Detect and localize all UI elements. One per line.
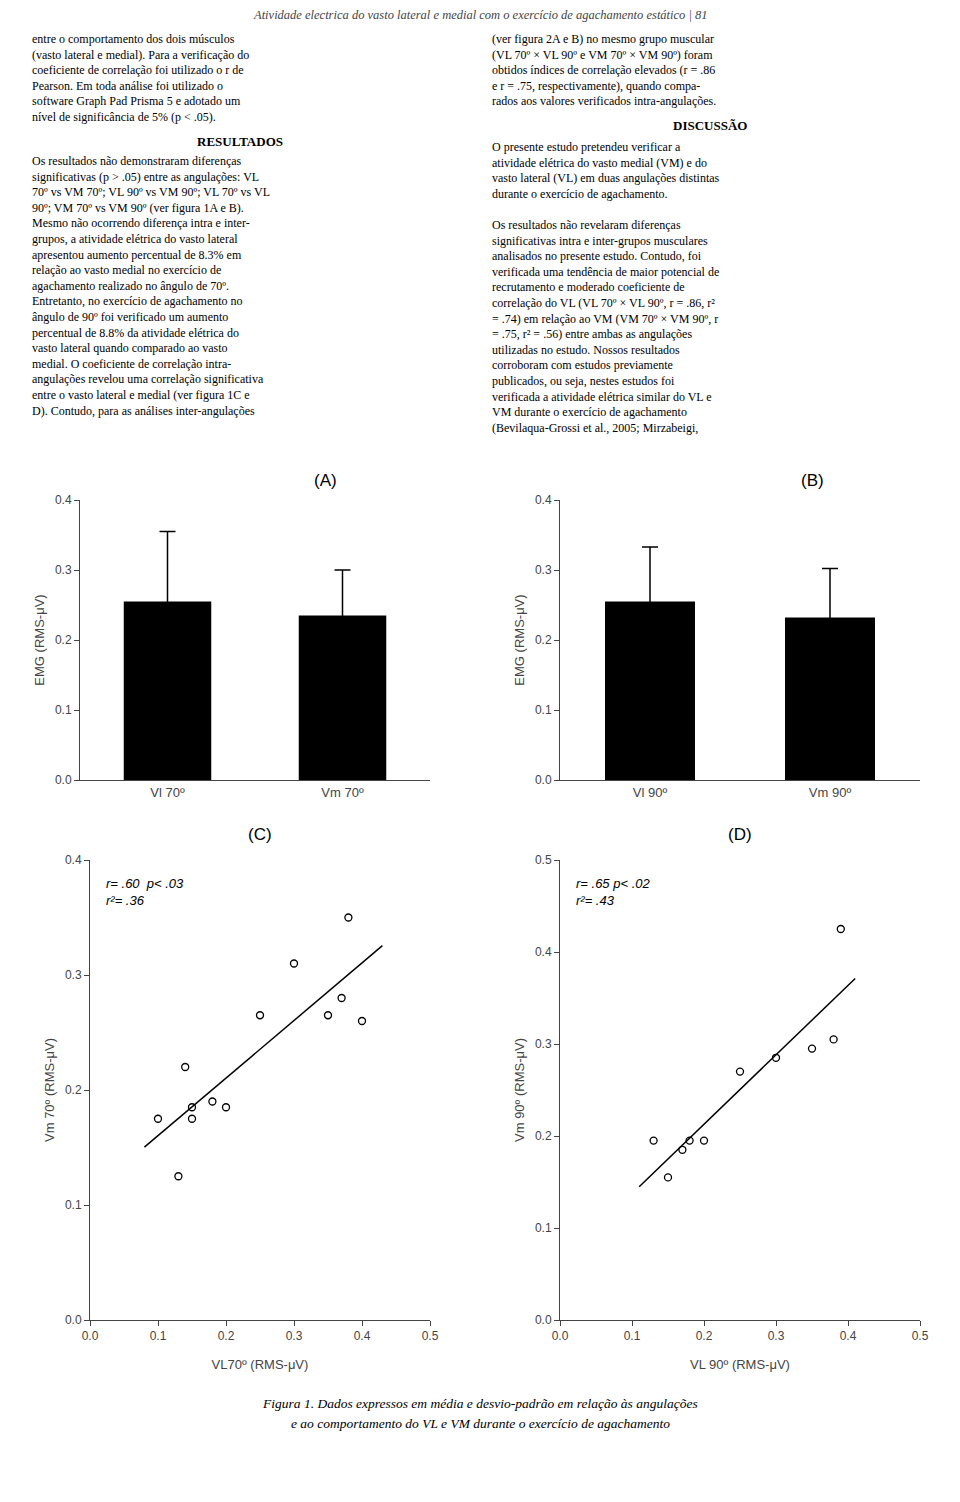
svg-text:(D): (D) (728, 825, 752, 844)
svg-text:0.1: 0.1 (65, 1198, 82, 1212)
svg-text:0.2: 0.2 (55, 633, 72, 647)
svg-text:0.0: 0.0 (65, 1313, 82, 1327)
svg-text:0.3: 0.3 (65, 968, 82, 982)
svg-text:0.4: 0.4 (840, 1329, 857, 1343)
svg-text:0.5: 0.5 (535, 853, 552, 867)
svg-text:(A): (A) (314, 471, 337, 490)
svg-text:0.0: 0.0 (82, 1329, 99, 1343)
svg-text:0.2: 0.2 (218, 1329, 235, 1343)
svg-text:Figura 1. Dados expressos em m: Figura 1. Dados expressos em média e des… (262, 1396, 698, 1411)
svg-text:r= .60 p< .03r²= .36: r= .60 p< .03r²= .36 (106, 876, 184, 908)
svg-text:Vl 70º: Vl 70º (150, 785, 185, 800)
svg-text:e ao comportamento do VL e VM: e ao comportamento do VL e VM durante o … (291, 1416, 670, 1431)
svg-text:(C): (C) (248, 825, 272, 844)
svg-text:0.1: 0.1 (535, 703, 552, 717)
svg-text:0.0: 0.0 (535, 773, 552, 787)
svg-text:0.4: 0.4 (535, 945, 552, 959)
svg-text:0.0: 0.0 (55, 773, 72, 787)
svg-text:DISCUSSÃO: DISCUSSÃO (673, 118, 747, 133)
svg-text:0.3: 0.3 (768, 1329, 785, 1343)
svg-text:EMG (RMS-μV): EMG (RMS-μV) (512, 594, 527, 685)
svg-text:(B): (B) (801, 471, 824, 490)
svg-text:Vm 90º: Vm 90º (809, 785, 852, 800)
svg-text:O presente estudo pretendeu ve: O presente estudo pretendeu verificar aa… (492, 140, 720, 435)
svg-text:0.3: 0.3 (535, 1037, 552, 1051)
svg-text:0.0: 0.0 (552, 1329, 569, 1343)
svg-text:0.5: 0.5 (912, 1329, 929, 1343)
svg-text:0.0: 0.0 (535, 1313, 552, 1327)
svg-text:0.3: 0.3 (286, 1329, 303, 1343)
svg-text:(ver figura 2A e B) no mesmo g: (ver figura 2A e B) no mesmo grupo muscu… (492, 32, 716, 108)
svg-text:VL 90º (RMS-μV): VL 90º (RMS-μV) (690, 1357, 790, 1372)
svg-text:Vl 90º: Vl 90º (633, 785, 668, 800)
svg-text:RESULTADOS: RESULTADOS (197, 134, 283, 149)
svg-text:0.1: 0.1 (150, 1329, 167, 1343)
svg-text:0.4: 0.4 (65, 853, 82, 867)
svg-text:0.4: 0.4 (354, 1329, 371, 1343)
svg-text:0.3: 0.3 (535, 563, 552, 577)
svg-text:0.4: 0.4 (535, 493, 552, 507)
svg-text:Vm 70º: Vm 70º (321, 785, 364, 800)
svg-text:0.2: 0.2 (535, 633, 552, 647)
svg-text:r= .65 p< .02r²= .43: r= .65 p< .02r²= .43 (576, 876, 650, 908)
svg-text:0.1: 0.1 (55, 703, 72, 717)
svg-text:entre o comportamento dos dois: entre o comportamento dos dois músculos(… (32, 32, 249, 124)
svg-text:0.2: 0.2 (535, 1129, 552, 1143)
svg-text:Vm 70º (RMS-μV): Vm 70º (RMS-μV) (42, 1038, 57, 1142)
svg-text:VL70º (RMS-μV): VL70º (RMS-μV) (212, 1357, 309, 1372)
svg-text:0.2: 0.2 (65, 1083, 82, 1097)
svg-text:Vm 90º (RMS-μV): Vm 90º (RMS-μV) (512, 1038, 527, 1142)
svg-text:0.1: 0.1 (624, 1329, 641, 1343)
svg-text:Os resultados não demonstraram: Os resultados não demonstraram diferença… (32, 154, 270, 418)
svg-text:EMG (RMS-μV): EMG (RMS-μV) (32, 594, 47, 685)
svg-text:0.2: 0.2 (696, 1329, 713, 1343)
svg-text:0.3: 0.3 (55, 563, 72, 577)
svg-text:Atividade electrica do vasto l: Atividade electrica do vasto lateral e m… (253, 8, 708, 22)
svg-text:0.1: 0.1 (535, 1221, 552, 1235)
svg-text:0.5: 0.5 (422, 1329, 439, 1343)
svg-text:0.4: 0.4 (55, 493, 72, 507)
